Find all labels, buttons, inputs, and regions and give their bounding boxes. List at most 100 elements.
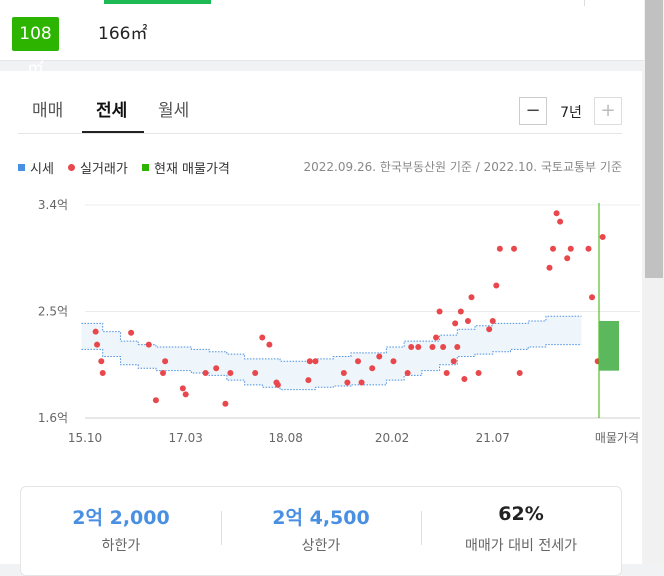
summary-ratio-value: 62% bbox=[421, 503, 621, 525]
area-tab-166[interactable]: 166㎡ bbox=[88, 17, 157, 51]
transaction-point bbox=[93, 329, 99, 335]
source-note: 2022.09.26. 한국부동산원 기준 / 2022.10. 국토교통부 기… bbox=[304, 158, 623, 175]
transaction-point bbox=[252, 370, 258, 376]
legend-current: 현재 매물가격 bbox=[142, 158, 230, 177]
transaction-point bbox=[557, 219, 563, 225]
summary-high-label: 상한가 bbox=[221, 535, 421, 555]
transaction-point bbox=[213, 365, 219, 371]
period-label: 7년 bbox=[554, 102, 588, 122]
legend-current-swatch bbox=[142, 164, 149, 171]
transaction-point bbox=[546, 265, 552, 271]
transaction-point bbox=[444, 370, 450, 376]
transaction-point bbox=[415, 344, 421, 350]
transaction-point bbox=[493, 282, 499, 288]
transaction-point bbox=[454, 344, 460, 350]
transaction-point bbox=[180, 385, 186, 391]
transaction-point bbox=[408, 344, 414, 350]
transaction-point bbox=[227, 370, 233, 376]
transaction-point bbox=[390, 358, 396, 364]
transaction-point bbox=[100, 370, 106, 376]
transaction-point bbox=[440, 344, 446, 350]
transaction-point bbox=[550, 246, 556, 252]
transaction-point bbox=[160, 370, 166, 376]
transaction-point bbox=[585, 246, 591, 252]
transaction-point bbox=[451, 358, 457, 364]
summary-low-value: 2억 2,000 bbox=[21, 503, 221, 530]
y-tick-label: 3.4억 bbox=[38, 198, 68, 212]
transaction-point bbox=[511, 246, 517, 252]
transaction-point bbox=[307, 358, 313, 364]
y-tick-label: 2.5억 bbox=[38, 305, 68, 319]
transaction-point bbox=[98, 358, 104, 364]
transaction-point bbox=[344, 380, 350, 386]
transaction-point bbox=[341, 370, 347, 376]
legend-actual-swatch bbox=[68, 164, 75, 171]
transaction-point bbox=[94, 342, 100, 348]
jeonse-price-chart: 1.6억 2.5억 3.4억 15.10 17.03 18.08 20.02 21.07 매물가… bbox=[0, 190, 644, 450]
transaction-point bbox=[468, 294, 474, 300]
summary-ratio-label: 매매가 대비 전세가 bbox=[421, 535, 621, 555]
transaction-point bbox=[128, 330, 134, 336]
transaction-point bbox=[203, 370, 209, 376]
transaction-point bbox=[369, 365, 375, 371]
market-price-band bbox=[81, 316, 581, 389]
transaction-point bbox=[568, 246, 574, 252]
transaction-point bbox=[497, 246, 503, 252]
summary-low-label: 하한가 bbox=[21, 535, 221, 555]
transaction-point bbox=[564, 255, 570, 261]
summary-high-value: 2억 4,500 bbox=[221, 503, 421, 530]
transaction-point bbox=[266, 342, 272, 348]
transaction-point bbox=[222, 401, 228, 407]
transaction-point bbox=[153, 397, 159, 403]
transaction-point bbox=[429, 344, 435, 350]
tab-jeonse[interactable]: 전세 bbox=[96, 96, 127, 121]
transaction-point bbox=[589, 294, 595, 300]
x-tick-label: 21.07 bbox=[476, 431, 510, 445]
x-tick-label: 18.08 bbox=[269, 431, 303, 445]
transaction-point bbox=[486, 326, 492, 332]
transaction-point bbox=[183, 391, 189, 397]
scrollbar-thumb[interactable] bbox=[645, 0, 663, 278]
x-tick-label: 15.10 bbox=[68, 431, 102, 445]
transaction-point bbox=[359, 380, 365, 386]
x-tick-label: 17.03 bbox=[169, 431, 203, 445]
legend-market-label: 시세 bbox=[30, 158, 54, 177]
transaction-point bbox=[517, 370, 523, 376]
tab-sale[interactable]: 매매 bbox=[32, 96, 63, 121]
current-listing-range-bar bbox=[599, 321, 619, 371]
transaction-point bbox=[458, 309, 464, 315]
area-tab-108[interactable]: 108㎡ bbox=[12, 17, 59, 51]
transaction-point bbox=[490, 318, 496, 324]
period-decrease-button[interactable]: − bbox=[519, 97, 547, 125]
transaction-point bbox=[433, 335, 439, 341]
top-divider bbox=[584, 0, 585, 6]
top-accent-line bbox=[104, 0, 211, 4]
transaction-point bbox=[259, 335, 265, 341]
legend-market-swatch bbox=[18, 164, 25, 171]
active-tab-underline bbox=[82, 131, 144, 133]
transaction-point bbox=[465, 318, 471, 324]
transaction-point bbox=[162, 358, 168, 364]
legend-market: 시세 bbox=[18, 158, 54, 177]
transaction-point bbox=[600, 234, 606, 240]
period-increase-button[interactable]: + bbox=[594, 97, 622, 125]
legend-current-label: 현재 매물가격 bbox=[154, 158, 230, 177]
transaction-point bbox=[146, 342, 152, 348]
legend-actual-label: 실거래가 bbox=[80, 158, 128, 177]
tab-monthly-rent[interactable]: 월세 bbox=[158, 96, 189, 121]
transaction-point bbox=[376, 353, 382, 359]
x-tick-label: 20.02 bbox=[375, 431, 409, 445]
transaction-point bbox=[355, 358, 361, 364]
summary-box: 2억 2,000 하한가 2억 4,500 상한가 62% 매매가 대비 전세가 bbox=[20, 486, 622, 576]
transaction-point bbox=[275, 382, 281, 388]
legend-actual: 실거래가 bbox=[68, 158, 128, 177]
transaction-point bbox=[476, 370, 482, 376]
transaction-point bbox=[452, 320, 458, 326]
tab-separator bbox=[18, 133, 622, 134]
transaction-point bbox=[312, 358, 318, 364]
transaction-point bbox=[405, 370, 411, 376]
transaction-point bbox=[305, 377, 311, 383]
y-tick-label: 1.6억 bbox=[38, 411, 68, 425]
transaction-point bbox=[461, 376, 467, 382]
x-tick-label-listing: 매물가격 bbox=[595, 431, 639, 445]
